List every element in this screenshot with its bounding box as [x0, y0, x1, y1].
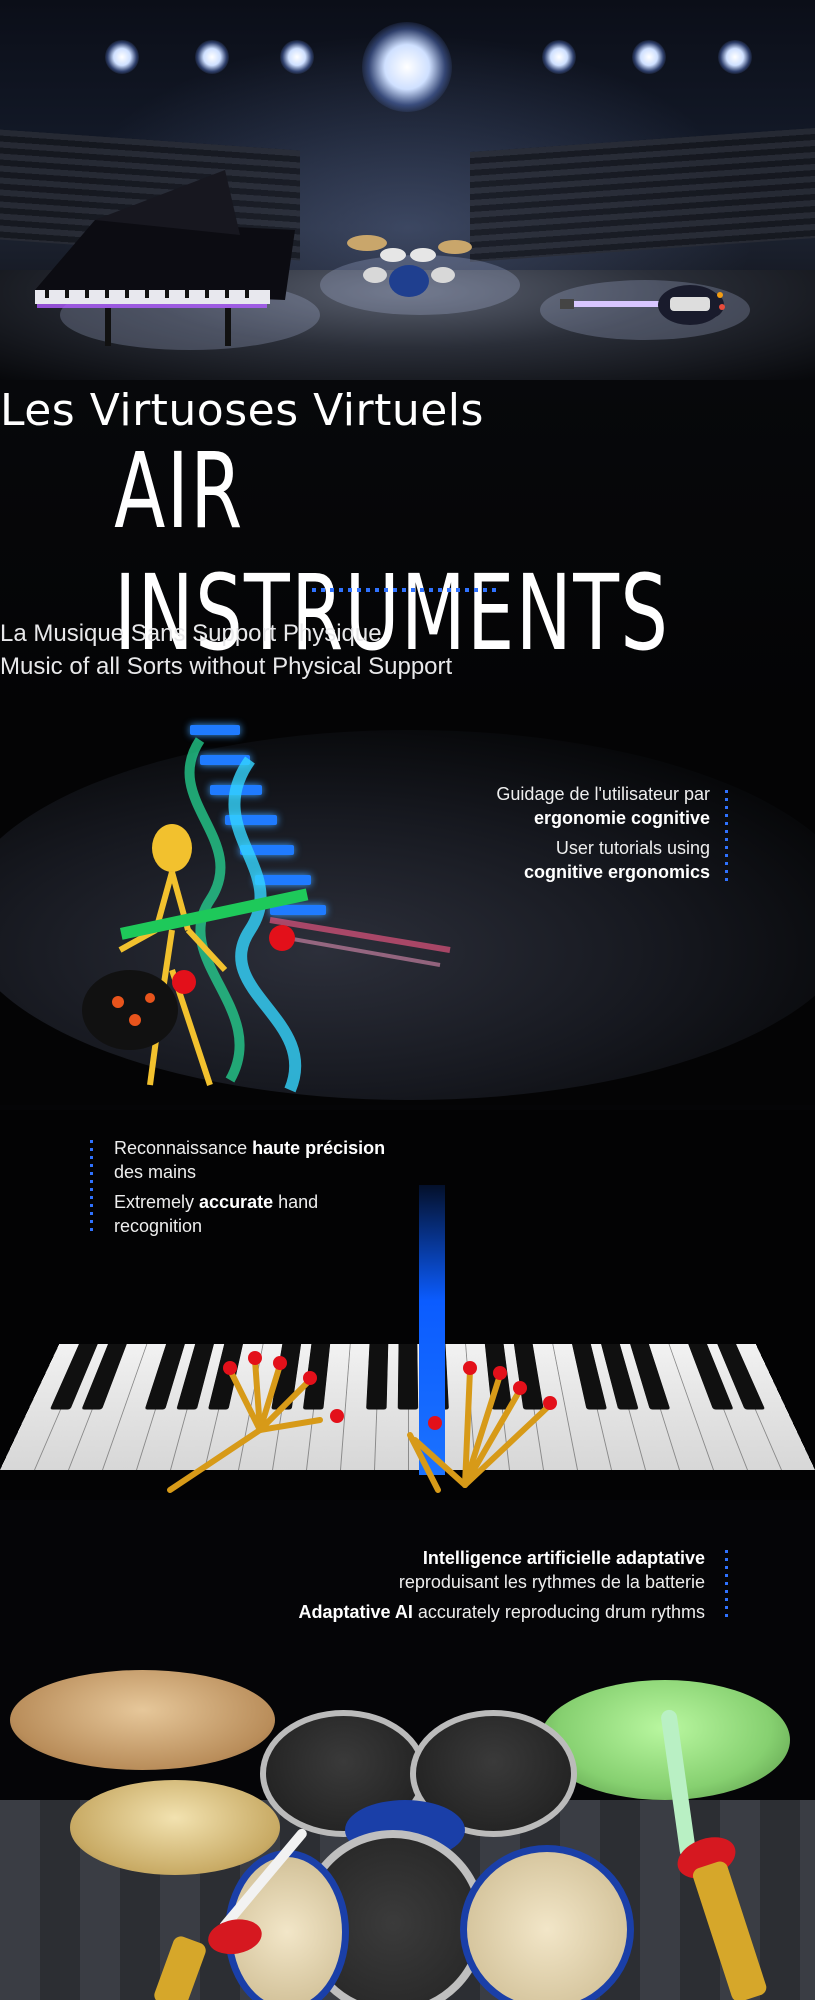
- tagline-en: Music of all Sorts without Physical Supp…: [0, 653, 815, 681]
- feature-bold-text: ergonomie cognitive: [534, 808, 710, 828]
- piano-hands-panel: Reconnaissance haute précision des mains…: [0, 1110, 815, 1500]
- feature-text: Extremely: [114, 1192, 194, 1212]
- feature-en-line: Extremely accurate hand recognition: [114, 1190, 364, 1238]
- cymbal-icon: [70, 1780, 280, 1875]
- guitarist-avatar-icon: [60, 820, 320, 1090]
- tagline-fr: La Musique Sans Support Physique: [0, 620, 815, 648]
- black-key: [630, 1344, 670, 1409]
- stage-spotlight-icon: [542, 40, 576, 74]
- feature-text: des mains: [114, 1162, 196, 1182]
- concert-stage-scene: [0, 0, 815, 380]
- drum-panel: Intelligence artificielle adaptative rep…: [0, 1500, 815, 2000]
- feature-bold-text: accurate: [199, 1192, 273, 1212]
- feature-bold-text: haute précision: [252, 1138, 385, 1158]
- stage-spotlight-icon: [362, 22, 452, 112]
- stage-spotlight-icon: [632, 40, 666, 74]
- feature-cognitive-ergonomics: Guidage de l'utilisateur par ergonomie c…: [405, 782, 710, 884]
- floor-tom-icon: [460, 1845, 634, 2000]
- piano-icon: [25, 150, 295, 350]
- stage-spotlight-icon: [195, 40, 229, 74]
- feature-dotted-marker: [725, 790, 728, 882]
- feature-dotted-marker: [90, 1140, 93, 1232]
- feature-text: User tutorials using: [556, 838, 710, 858]
- feature-dotted-marker: [725, 1550, 728, 1622]
- electric-guitar-icon: [560, 275, 735, 335]
- guitarist-panel: Guidage de l'utilisateur par ergonomie c…: [0, 700, 815, 1105]
- feature-adaptive-ai: Intelligence artificielle adaptative rep…: [200, 1546, 705, 1624]
- stage-spotlight-icon: [105, 40, 139, 74]
- hero-subtitle: Les Virtuoses Virtuels: [0, 385, 815, 436]
- audience-seats: [470, 128, 815, 262]
- feature-hand-recognition: Reconnaissance haute précision des mains…: [114, 1136, 444, 1238]
- feature-text: Guidage de l'utilisateur par: [496, 784, 710, 804]
- decorative-dotted-divider: [312, 588, 500, 592]
- cymbal-icon: [10, 1670, 275, 1770]
- robot-hands-icon: [150, 1320, 620, 1500]
- stage-spotlight-icon: [718, 40, 752, 74]
- drum-kit-icon: [345, 225, 475, 305]
- feature-text: Reconnaissance: [114, 1138, 247, 1158]
- feature-en-line: Adaptative AI accurately reproducing dru…: [200, 1600, 705, 1624]
- feature-fr-line: Intelligence artificielle adaptative rep…: [200, 1546, 705, 1594]
- feature-bold-text: Intelligence artificielle adaptative: [423, 1548, 705, 1568]
- stage-spotlight-icon: [280, 40, 314, 74]
- feature-bold-text: Adaptative AI: [299, 1602, 413, 1622]
- feature-fr-line: Reconnaissance haute précision des mains: [114, 1136, 444, 1184]
- feature-text: reproduisant les rythmes de la batterie: [399, 1572, 705, 1592]
- feature-en-line: User tutorials using cognitive ergonomic…: [405, 836, 710, 884]
- feature-text: accurately reproducing drum rythms: [418, 1602, 705, 1622]
- feature-fr-line: Guidage de l'utilisateur par ergonomie c…: [405, 782, 710, 830]
- feature-bold-text: cognitive ergonomics: [524, 862, 710, 882]
